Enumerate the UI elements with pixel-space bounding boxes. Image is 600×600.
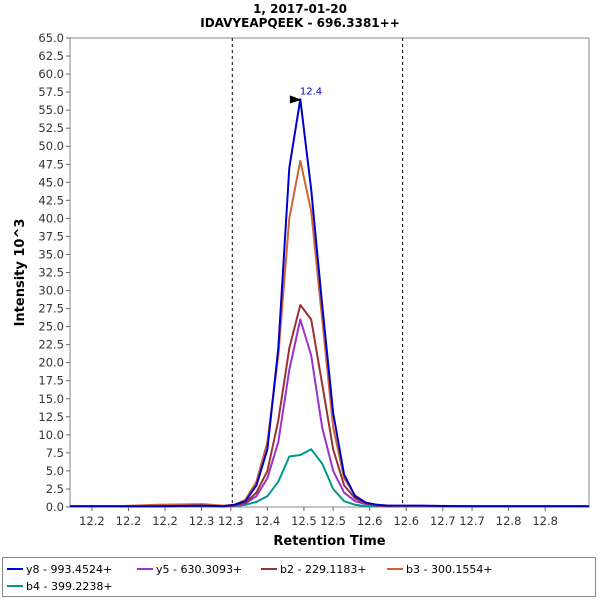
legend-item[interactable]: b4 - 399.2238+ <box>7 580 113 594</box>
y-tick-label: 20.0 <box>38 356 64 370</box>
x-tick-label: 12.7 <box>430 514 456 528</box>
y-tick-label: 27.5 <box>38 302 64 316</box>
y-tick-label: 22.5 <box>38 338 64 352</box>
y-tick-label: 42.5 <box>38 193 64 207</box>
x-tick-label: 12.8 <box>532 514 558 528</box>
x-tick-label: 12.2 <box>116 514 142 528</box>
x-tick-label: 12.2 <box>152 514 178 528</box>
y-tick-label: 45.0 <box>38 175 64 189</box>
y-tick-label: 35.0 <box>38 247 64 261</box>
legend-swatch <box>387 568 403 570</box>
y-tick-label: 47.5 <box>38 157 64 171</box>
legend-swatch <box>137 568 153 570</box>
series-line-y8 <box>70 98 589 508</box>
y-tick-label: 65.0 <box>38 31 64 45</box>
y-tick-label: 40.0 <box>38 211 64 225</box>
y-tick-label: 37.5 <box>38 229 64 243</box>
x-tick-label: 12.3 <box>218 514 244 528</box>
plot-area <box>69 37 590 508</box>
legend-label: b3 - 300.1554+ <box>406 563 493 576</box>
legend-item[interactable]: y5 - 630.3093+ <box>137 563 242 577</box>
y-tick-label: 10.0 <box>38 428 64 442</box>
legend-swatch <box>261 568 277 570</box>
legend-label: y5 - 630.3093+ <box>156 563 243 576</box>
y-tick-label: 17.5 <box>38 374 64 388</box>
x-tick-label: 12.5 <box>291 514 317 528</box>
peak-marker-arrow <box>289 95 302 104</box>
y-tick-label: 62.5 <box>38 49 64 63</box>
legend-swatch <box>7 585 23 587</box>
legend-item[interactable]: b3 - 300.1554+ <box>387 563 493 577</box>
legend-label: b2 - 229.1183+ <box>280 563 367 576</box>
legend-item[interactable]: b2 - 229.1183+ <box>261 563 367 577</box>
y-tick-label: 25.0 <box>38 320 64 334</box>
y-tick-label: 12.5 <box>38 410 64 424</box>
legend-swatch <box>7 568 23 570</box>
y-tick-label: 32.5 <box>38 266 64 280</box>
legend-item[interactable]: y8 - 993.4524+ <box>7 563 112 577</box>
peak-annotation-label: 12.4 <box>300 86 322 97</box>
y-tick-label: 15.0 <box>38 392 64 406</box>
x-tick-label: 12.5 <box>320 514 346 528</box>
legend-label: b4 - 399.2238+ <box>26 580 113 593</box>
y-tick-label: 5.0 <box>46 464 64 478</box>
x-tick-label: 12.8 <box>496 514 522 528</box>
x-tick-label: 12.2 <box>79 514 105 528</box>
y-tick-label: 2.5 <box>46 482 64 496</box>
legend-label: y8 - 993.4524+ <box>26 563 113 576</box>
y-tick-label: 60.0 <box>38 67 64 81</box>
legend: y8 - 993.4524+ y5 - 630.3093+ b2 - 229.118… <box>2 557 596 597</box>
y-tick-label: 0.0 <box>46 500 64 514</box>
y-tick-label: 30.0 <box>38 284 64 298</box>
y-tick-label: 55.0 <box>38 103 64 117</box>
chart-title: 1, 2017-01-20 <box>253 2 347 16</box>
chart-subtitle: IDAVYEAPQEEK - 696.3381++ <box>200 16 400 30</box>
y-tick-label: 50.0 <box>38 139 64 153</box>
x-tick-label: 12.6 <box>393 514 419 528</box>
x-axis-label: Retention Time <box>273 534 385 549</box>
x-tick-label: 12.3 <box>189 514 215 528</box>
y-tick-label: 52.5 <box>38 121 64 135</box>
y-tick-label: 57.5 <box>38 85 64 99</box>
x-tick-label: 12.6 <box>357 514 383 528</box>
y-axis-label: Intensity 10^3 <box>13 219 28 327</box>
x-tick-label: 12.7 <box>459 514 485 528</box>
y-tick-label: 7.5 <box>46 446 64 460</box>
x-tick-label: 12.4 <box>255 514 281 528</box>
